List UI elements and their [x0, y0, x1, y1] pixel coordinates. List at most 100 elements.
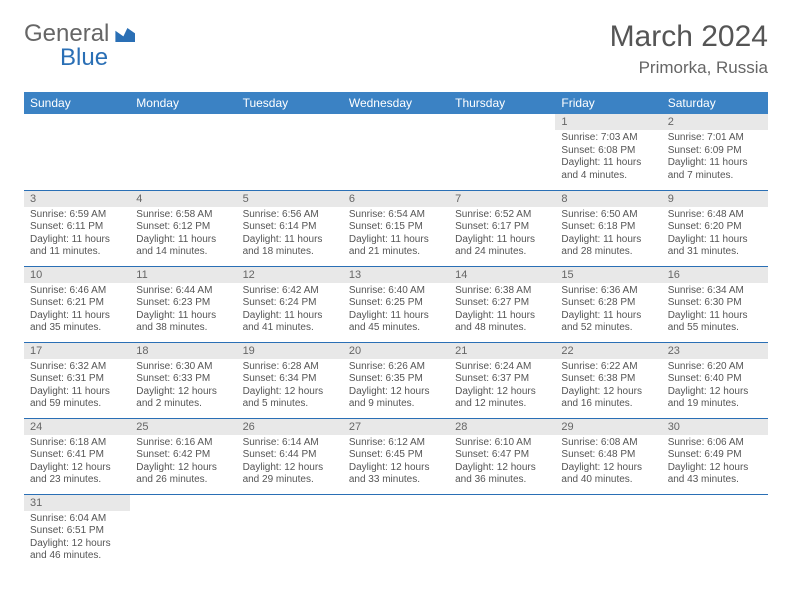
daylight-text: Daylight: 11 hours and 4 minutes.	[561, 157, 655, 182]
sunset-text: Sunset: 6:27 PM	[455, 297, 549, 310]
calendar-day-cell: 5Sunrise: 6:56 AMSunset: 6:14 PMDaylight…	[237, 190, 343, 266]
day-content: Sunrise: 6:24 AMSunset: 6:37 PMDaylight:…	[449, 359, 555, 415]
day-number: 21	[449, 343, 555, 359]
sunset-text: Sunset: 6:45 PM	[349, 449, 443, 462]
sunset-text: Sunset: 6:40 PM	[668, 373, 762, 386]
calendar-day-cell: 28Sunrise: 6:10 AMSunset: 6:47 PMDayligh…	[449, 418, 555, 494]
calendar-day-cell	[343, 494, 449, 570]
day-content: Sunrise: 6:16 AMSunset: 6:42 PMDaylight:…	[130, 435, 236, 491]
calendar-day-cell: 7Sunrise: 6:52 AMSunset: 6:17 PMDaylight…	[449, 190, 555, 266]
daylight-text: Daylight: 11 hours and 11 minutes.	[30, 234, 124, 259]
calendar-day-cell: 13Sunrise: 6:40 AMSunset: 6:25 PMDayligh…	[343, 266, 449, 342]
calendar-week-row: 3Sunrise: 6:59 AMSunset: 6:11 PMDaylight…	[24, 190, 768, 266]
day-number: 31	[24, 495, 130, 511]
daylight-text: Daylight: 12 hours and 36 minutes.	[455, 462, 549, 487]
daylight-text: Daylight: 12 hours and 12 minutes.	[455, 386, 549, 411]
calendar-day-cell: 9Sunrise: 6:48 AMSunset: 6:20 PMDaylight…	[662, 190, 768, 266]
calendar-day-cell: 2Sunrise: 7:01 AMSunset: 6:09 PMDaylight…	[662, 114, 768, 190]
day-number: 6	[343, 191, 449, 207]
calendar-day-cell: 16Sunrise: 6:34 AMSunset: 6:30 PMDayligh…	[662, 266, 768, 342]
sunrise-text: Sunrise: 6:50 AM	[561, 209, 655, 222]
calendar-day-cell: 19Sunrise: 6:28 AMSunset: 6:34 PMDayligh…	[237, 342, 343, 418]
sunset-text: Sunset: 6:11 PM	[30, 221, 124, 234]
day-number: 5	[237, 191, 343, 207]
sunset-text: Sunset: 6:18 PM	[561, 221, 655, 234]
day-number: 7	[449, 191, 555, 207]
day-number: 11	[130, 267, 236, 283]
sunset-text: Sunset: 6:20 PM	[668, 221, 762, 234]
sunrise-text: Sunrise: 6:20 AM	[668, 361, 762, 374]
day-number: 3	[24, 191, 130, 207]
day-number: 23	[662, 343, 768, 359]
daylight-text: Daylight: 11 hours and 24 minutes.	[455, 234, 549, 259]
calendar-day-cell: 21Sunrise: 6:24 AMSunset: 6:37 PMDayligh…	[449, 342, 555, 418]
daylight-text: Daylight: 11 hours and 7 minutes.	[668, 157, 762, 182]
calendar-day-cell	[24, 114, 130, 190]
sunrise-text: Sunrise: 6:54 AM	[349, 209, 443, 222]
sunset-text: Sunset: 6:28 PM	[561, 297, 655, 310]
day-content: Sunrise: 6:30 AMSunset: 6:33 PMDaylight:…	[130, 359, 236, 415]
day-number: 1	[555, 114, 661, 130]
sunset-text: Sunset: 6:47 PM	[455, 449, 549, 462]
sunset-text: Sunset: 6:21 PM	[30, 297, 124, 310]
daylight-text: Daylight: 11 hours and 55 minutes.	[668, 310, 762, 335]
day-content: Sunrise: 6:04 AMSunset: 6:51 PMDaylight:…	[24, 511, 130, 567]
daylight-text: Daylight: 11 hours and 41 minutes.	[243, 310, 337, 335]
sunrise-text: Sunrise: 6:56 AM	[243, 209, 337, 222]
day-number: 26	[237, 419, 343, 435]
calendar-day-cell: 14Sunrise: 6:38 AMSunset: 6:27 PMDayligh…	[449, 266, 555, 342]
day-content: Sunrise: 6:46 AMSunset: 6:21 PMDaylight:…	[24, 283, 130, 339]
calendar-day-cell	[449, 494, 555, 570]
day-number: 29	[555, 419, 661, 435]
sunrise-text: Sunrise: 6:12 AM	[349, 437, 443, 450]
sunrise-text: Sunrise: 6:36 AM	[561, 285, 655, 298]
calendar-day-cell	[130, 114, 236, 190]
daylight-text: Daylight: 11 hours and 14 minutes.	[136, 234, 230, 259]
day-content: Sunrise: 6:50 AMSunset: 6:18 PMDaylight:…	[555, 207, 661, 263]
day-number: 15	[555, 267, 661, 283]
day-header: Wednesday	[343, 92, 449, 114]
sunset-text: Sunset: 6:25 PM	[349, 297, 443, 310]
day-content: Sunrise: 6:44 AMSunset: 6:23 PMDaylight:…	[130, 283, 236, 339]
calendar-week-row: 17Sunrise: 6:32 AMSunset: 6:31 PMDayligh…	[24, 342, 768, 418]
daylight-text: Daylight: 12 hours and 5 minutes.	[243, 386, 337, 411]
sunset-text: Sunset: 6:15 PM	[349, 221, 443, 234]
calendar-week-row: 1Sunrise: 7:03 AMSunset: 6:08 PMDaylight…	[24, 114, 768, 190]
day-number: 13	[343, 267, 449, 283]
sunset-text: Sunset: 6:44 PM	[243, 449, 337, 462]
day-number: 2	[662, 114, 768, 130]
location-label: Primorka, Russia	[610, 58, 768, 78]
day-number: 17	[24, 343, 130, 359]
calendar-day-cell	[237, 494, 343, 570]
calendar-day-cell: 4Sunrise: 6:58 AMSunset: 6:12 PMDaylight…	[130, 190, 236, 266]
calendar-week-row: 10Sunrise: 6:46 AMSunset: 6:21 PMDayligh…	[24, 266, 768, 342]
day-number: 19	[237, 343, 343, 359]
day-number: 12	[237, 267, 343, 283]
daylight-text: Daylight: 12 hours and 2 minutes.	[136, 386, 230, 411]
day-number: 22	[555, 343, 661, 359]
day-content: Sunrise: 6:54 AMSunset: 6:15 PMDaylight:…	[343, 207, 449, 263]
day-header: Sunday	[24, 92, 130, 114]
calendar-day-cell: 11Sunrise: 6:44 AMSunset: 6:23 PMDayligh…	[130, 266, 236, 342]
day-content: Sunrise: 6:48 AMSunset: 6:20 PMDaylight:…	[662, 207, 768, 263]
calendar-table: SundayMondayTuesdayWednesdayThursdayFrid…	[24, 92, 768, 570]
sunset-text: Sunset: 6:37 PM	[455, 373, 549, 386]
day-content: Sunrise: 6:06 AMSunset: 6:49 PMDaylight:…	[662, 435, 768, 491]
daylight-text: Daylight: 11 hours and 52 minutes.	[561, 310, 655, 335]
calendar-day-cell: 25Sunrise: 6:16 AMSunset: 6:42 PMDayligh…	[130, 418, 236, 494]
daylight-text: Daylight: 11 hours and 35 minutes.	[30, 310, 124, 335]
day-number: 28	[449, 419, 555, 435]
calendar-day-cell	[237, 114, 343, 190]
calendar-day-cell: 29Sunrise: 6:08 AMSunset: 6:48 PMDayligh…	[555, 418, 661, 494]
sunrise-text: Sunrise: 6:16 AM	[136, 437, 230, 450]
calendar-day-cell: 6Sunrise: 6:54 AMSunset: 6:15 PMDaylight…	[343, 190, 449, 266]
daylight-text: Daylight: 12 hours and 40 minutes.	[561, 462, 655, 487]
calendar-day-cell: 12Sunrise: 6:42 AMSunset: 6:24 PMDayligh…	[237, 266, 343, 342]
day-header: Saturday	[662, 92, 768, 114]
calendar-day-cell: 26Sunrise: 6:14 AMSunset: 6:44 PMDayligh…	[237, 418, 343, 494]
sunset-text: Sunset: 6:48 PM	[561, 449, 655, 462]
day-number: 14	[449, 267, 555, 283]
day-content: Sunrise: 6:20 AMSunset: 6:40 PMDaylight:…	[662, 359, 768, 415]
day-content: Sunrise: 6:12 AMSunset: 6:45 PMDaylight:…	[343, 435, 449, 491]
calendar-day-cell: 15 Sunrise: 6:36 AMSunset: 6:28 PMDayligh…	[555, 266, 661, 342]
